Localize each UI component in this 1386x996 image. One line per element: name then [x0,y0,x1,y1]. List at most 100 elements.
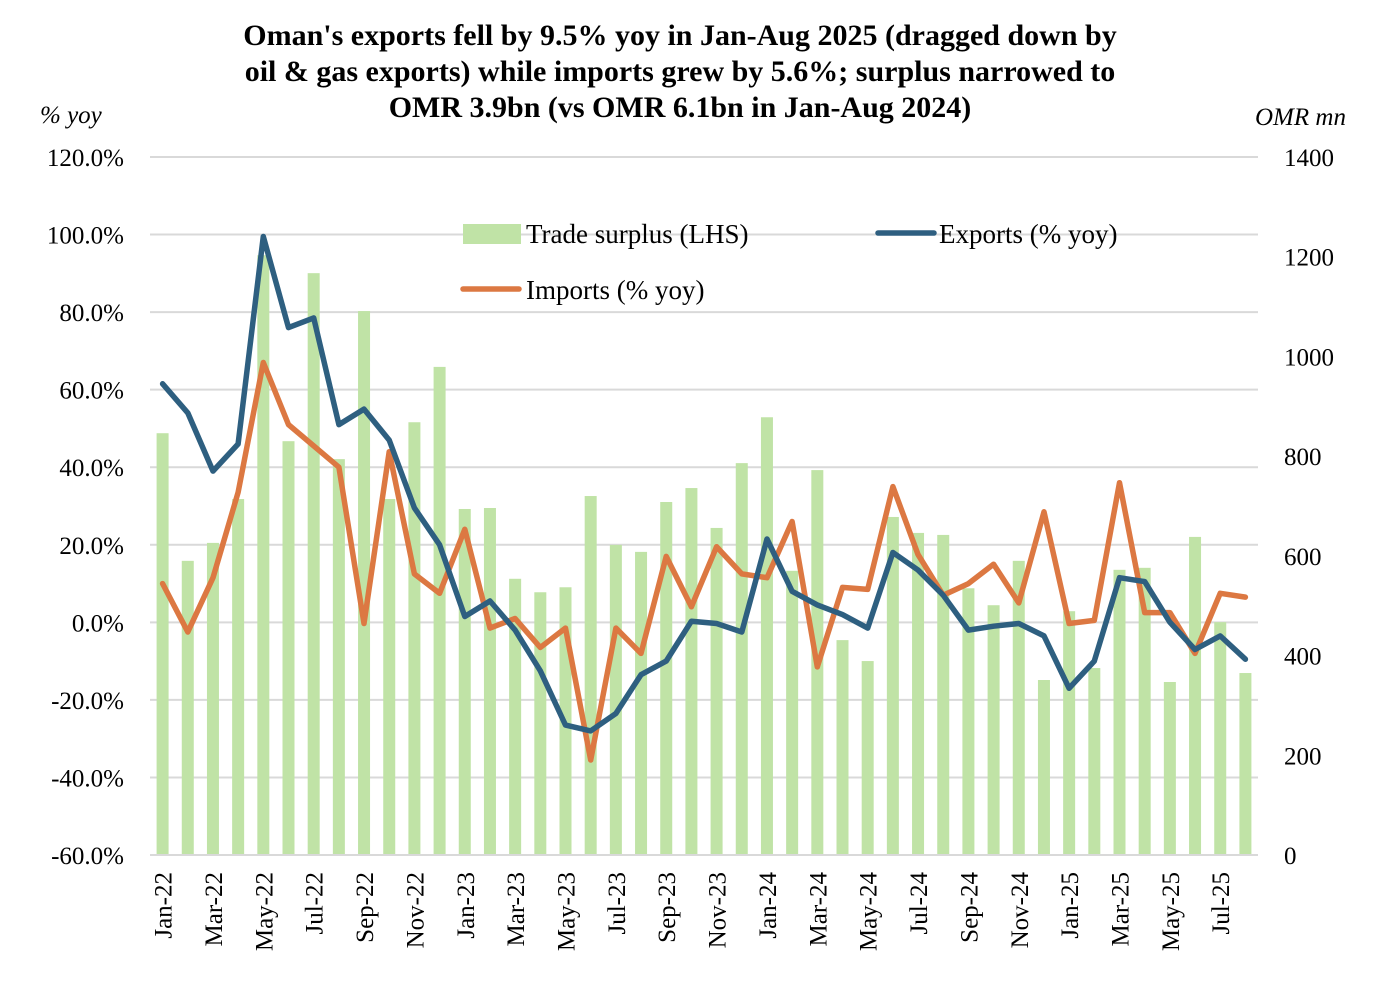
left-axis-ticks: 120.0% 100.0% 80.0% 60.0% 40.0% 20.0% 0.0% -20.… [47,145,124,870]
left-tick-label: -20.0% [51,688,124,715]
trade-surplus-bar [760,417,773,855]
trade-surplus-bar [257,255,270,855]
left-tick-label: 120.0% [47,145,124,172]
right-tick-label: 800 [1284,444,1322,471]
trade-surplus-bar [332,459,345,855]
imports-line [159,359,1249,763]
left-tick-label: 40.0% [59,455,124,482]
trade-surplus-bar [1189,536,1202,855]
trade-surplus-bar [232,499,245,855]
trade-surplus-bar [307,273,320,856]
x-tick-label: May-25 [1158,872,1185,951]
x-tick-label: May-22 [251,872,278,951]
x-tick-label: Nov-22 [402,872,429,948]
x-tick-label: Jul-24 [906,872,933,935]
x-tick-label: Nov-23 [705,872,732,948]
trade-surplus-bar [1063,611,1076,855]
legend-label-imports: Imports (% yoy) [526,275,704,305]
right-tick-label: 0 [1284,843,1297,870]
trade-surplus-bar [1113,569,1126,855]
trade-surplus-bar [1163,681,1176,855]
trade-surplus-bar [685,488,698,855]
right-tick-label: 1200 [1284,245,1334,272]
series-lines [159,233,1249,763]
trade-surplus-bar [1012,560,1025,855]
right-axis-label: OMR mn [1255,104,1346,131]
chart-title-line-1: Oman's exports fell by 9.5% yoy in Jan-A… [243,19,1117,52]
trade-surplus-bar [962,588,975,855]
trade-surplus-bar [609,544,622,855]
legend-label-exports: Exports (% yoy) [939,219,1117,249]
trade-surplus-bar [408,422,421,855]
trade-surplus-bar [383,499,396,855]
trade-surplus-bars [156,255,1252,856]
chart-title-line-2: oil & gas exports) while imports grew by… [244,55,1116,88]
trade-surplus-bar [433,366,446,855]
trade-surplus-bar [509,578,522,855]
trade-surplus-bar [358,311,371,855]
x-tick-label: Mar-24 [805,872,832,947]
right-tick-label: 600 [1284,544,1322,571]
legend-swatch-trade-surplus [463,224,521,244]
right-axis-ticks: 1400 1200 1000 800 600 400 200 0 [1284,145,1334,870]
trade-surplus-bar [786,570,799,855]
left-tick-label: 0.0% [72,610,124,637]
x-tick-label: Sep-23 [654,872,681,943]
right-tick-label: 200 [1284,743,1322,770]
x-tick-label: Mar-23 [503,872,530,946]
chart-title: Oman's exports fell by 9.5% yoy in Jan-A… [0,18,1360,126]
left-tick-label: 60.0% [59,378,124,405]
x-tick-label: Sep-22 [352,872,379,943]
trade-surplus-bar [1214,622,1227,855]
right-tick-label: 1000 [1284,344,1334,371]
trade-surplus-bar [206,542,219,855]
trade-surplus-bar [534,592,547,855]
trade-surplus-bar [987,605,1000,855]
trade-surplus-bar [458,508,471,855]
trade-surplus-bar [836,640,849,855]
left-tick-label: 80.0% [59,300,124,327]
x-tick-label: Jul-22 [302,872,329,935]
trade-surplus-bar [181,560,194,855]
trade-surplus-bar [584,496,597,855]
trade-surplus-bar [1037,680,1050,855]
trade-surplus-bar [483,507,496,855]
right-tick-label: 1400 [1284,145,1334,172]
x-tick-label: Sep-24 [956,872,983,943]
trade-surplus-bar [1239,673,1252,855]
x-tick-label: Jul-23 [604,872,631,935]
trade-surplus-bar [1138,567,1151,855]
exports-line [159,233,1249,734]
x-tick-label: Mar-22 [201,872,228,946]
trade-surplus-bar [660,502,673,855]
x-tick-label: Jan-25 [1057,872,1084,939]
left-tick-label: -40.0% [51,765,124,792]
x-axis-ticks: Jan-22 Mar-22 May-22 Jul-22 Sep-22 Nov-22 Jan-… [150,854,1258,952]
legend-label-trade-surplus: Trade surplus (LHS) [526,219,749,249]
x-tick-label: Nov-24 [1007,872,1034,949]
trade-surplus-bar [282,441,295,855]
left-tick-label: -60.0% [51,843,124,870]
x-tick-label: Jul-25 [1208,872,1235,935]
trade-surplus-bar [886,516,899,855]
trade-surplus-bar [156,433,169,855]
x-tick-label: Jan-24 [755,872,782,939]
left-tick-label: 100.0% [47,223,124,250]
x-tick-label: May-24 [856,872,883,952]
left-axis-label: % yoy [40,102,102,129]
trade-surplus-bar [861,661,874,855]
left-tick-label: 20.0% [59,533,124,560]
trade-surplus-bar [937,534,950,855]
trade-surplus-bar [912,532,925,855]
x-tick-label: May-23 [554,872,581,951]
trade-surplus-bar [710,527,723,855]
trade-surplus-bar [1088,668,1101,855]
trade-surplus-bar [635,551,648,855]
x-tick-label: Mar-25 [1108,872,1135,946]
chart-title-line-3: OMR 3.9bn (vs OMR 6.1bn in Jan-Aug 2024) [388,91,972,124]
x-tick-label: Jan-22 [151,872,178,939]
x-tick-label: Jan-23 [453,872,480,939]
right-tick-label: 400 [1284,644,1322,671]
trade-surplus-bar [735,463,748,855]
